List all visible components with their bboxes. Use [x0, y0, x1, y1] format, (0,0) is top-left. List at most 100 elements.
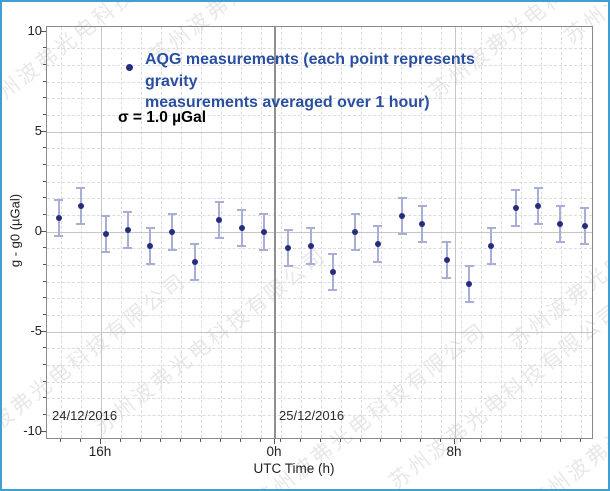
data-point [238, 224, 245, 231]
gridline-minor-h [47, 264, 592, 266]
x-axis-major-tick [454, 439, 455, 444]
error-bar-cap-bottom [190, 278, 200, 281]
error-bar-cap-bottom [101, 250, 111, 253]
error-bar-cap-top [533, 186, 543, 189]
gridline-minor-h [47, 64, 592, 66]
x-tick-label: 0h [266, 444, 282, 459]
data-point [466, 280, 472, 287]
gridline-major-h [47, 331, 592, 333]
data-point [581, 222, 588, 229]
y-tick-label: 5 [34, 123, 42, 138]
y-axis-minor-tick [43, 413, 46, 415]
x-axis-minor-tick [340, 439, 341, 442]
data-point [374, 240, 381, 247]
gridline-minor-v [581, 27, 582, 438]
x-axis-minor-tick [520, 439, 521, 442]
x-axis-minor-tick [380, 439, 381, 442]
x-axis-label: UTC Time (h) [253, 461, 335, 476]
day-boundary-line [274, 27, 276, 438]
error-bar-cap-bottom [464, 300, 474, 303]
date-label-right: 25/12/2016 [279, 408, 345, 423]
gridline-minor-v [321, 27, 322, 438]
y-axis-minor-tick [43, 147, 46, 149]
error-bar-cap-bottom [486, 262, 496, 265]
y-axis-minor-tick [43, 347, 46, 349]
data-point [352, 228, 359, 235]
error-bar-cap-bottom [350, 248, 360, 251]
error-bar-cap-top [76, 186, 86, 189]
gridline-minor-h [47, 314, 592, 316]
error-bar-cap-top [101, 214, 111, 217]
error-bar-cap-bottom [555, 240, 565, 243]
x-axis-minor-tick [140, 439, 141, 442]
y-axis-minor-tick [43, 363, 46, 365]
y-axis-major-tick [41, 30, 46, 32]
error-bar-cap-top [190, 242, 200, 245]
y-axis-minor-tick [43, 263, 46, 265]
x-axis-minor-tick [260, 439, 261, 442]
data-point [102, 230, 109, 237]
error-bar-cap-top [555, 204, 565, 207]
gridline-minor-v [441, 27, 442, 438]
date-label-left: 24/12/2016 [52, 408, 118, 423]
error-bar-cap-bottom [328, 288, 338, 291]
gridline-minor-h [47, 148, 592, 150]
gridline-minor-h [47, 198, 592, 200]
gridline-minor-h [47, 214, 592, 216]
data-point [216, 216, 223, 223]
x-tick-label: 8h [446, 444, 462, 459]
x-axis-major-tick [100, 439, 101, 444]
gridline-minor-v [521, 27, 522, 438]
x-axis-minor-tick [180, 439, 181, 442]
x-axis-minor-tick [480, 439, 481, 442]
gridline-minor-v [141, 27, 142, 438]
y-axis-minor-tick [43, 297, 46, 299]
error-bar-cap-top [397, 196, 407, 199]
error-bar-cap-bottom [580, 242, 590, 245]
gridline-minor-h [47, 348, 592, 350]
error-bar-cap-bottom [417, 240, 427, 243]
data-point [124, 226, 131, 233]
gridline-major-h [47, 131, 592, 133]
gridline-minor-v [81, 27, 82, 438]
gridline-minor-v [181, 27, 182, 438]
data-point [77, 202, 84, 209]
gridline-major-v [101, 27, 102, 438]
y-axis-minor-tick [43, 247, 46, 249]
y-axis-minor-tick [43, 280, 46, 282]
gridline-minor-h [47, 181, 592, 183]
gridline-minor-v [161, 27, 162, 438]
gridline-minor-h [47, 114, 592, 116]
plot-area [46, 26, 593, 439]
gridline-minor-v [361, 27, 362, 438]
x-axis-minor-tick [460, 439, 461, 442]
gridline-minor-v [221, 27, 222, 438]
gridline-minor-v [501, 27, 502, 438]
y-axis-minor-tick [43, 397, 46, 399]
y-tick-label: -10 [23, 423, 42, 438]
x-axis-minor-tick [560, 439, 561, 442]
x-axis-minor-tick [240, 439, 241, 442]
data-point [443, 256, 450, 263]
gridline-minor-h [47, 164, 592, 166]
error-bar-cap-bottom [237, 244, 247, 247]
data-point [169, 228, 176, 235]
error-bar-cap-top [350, 212, 360, 215]
y-axis-minor-tick [43, 380, 46, 382]
y-axis-minor-tick [43, 213, 46, 215]
gridline-minor-v [301, 27, 302, 438]
data-point [399, 212, 406, 219]
gridline-minor-v [561, 27, 562, 438]
error-bar-cap-top [373, 224, 383, 227]
data-point [557, 220, 564, 227]
y-axis-major-tick [41, 130, 46, 132]
error-bar-cap-bottom [76, 222, 86, 225]
y-axis-minor-tick [43, 113, 46, 115]
y-axis-minor-tick [43, 47, 46, 49]
gridline-minor-v [121, 27, 122, 438]
data-point [55, 214, 62, 221]
x-axis-minor-tick [360, 439, 361, 442]
legend-marker-icon [126, 64, 133, 71]
gridline-minor-h [47, 398, 592, 400]
error-bar-cap-bottom [442, 276, 452, 279]
